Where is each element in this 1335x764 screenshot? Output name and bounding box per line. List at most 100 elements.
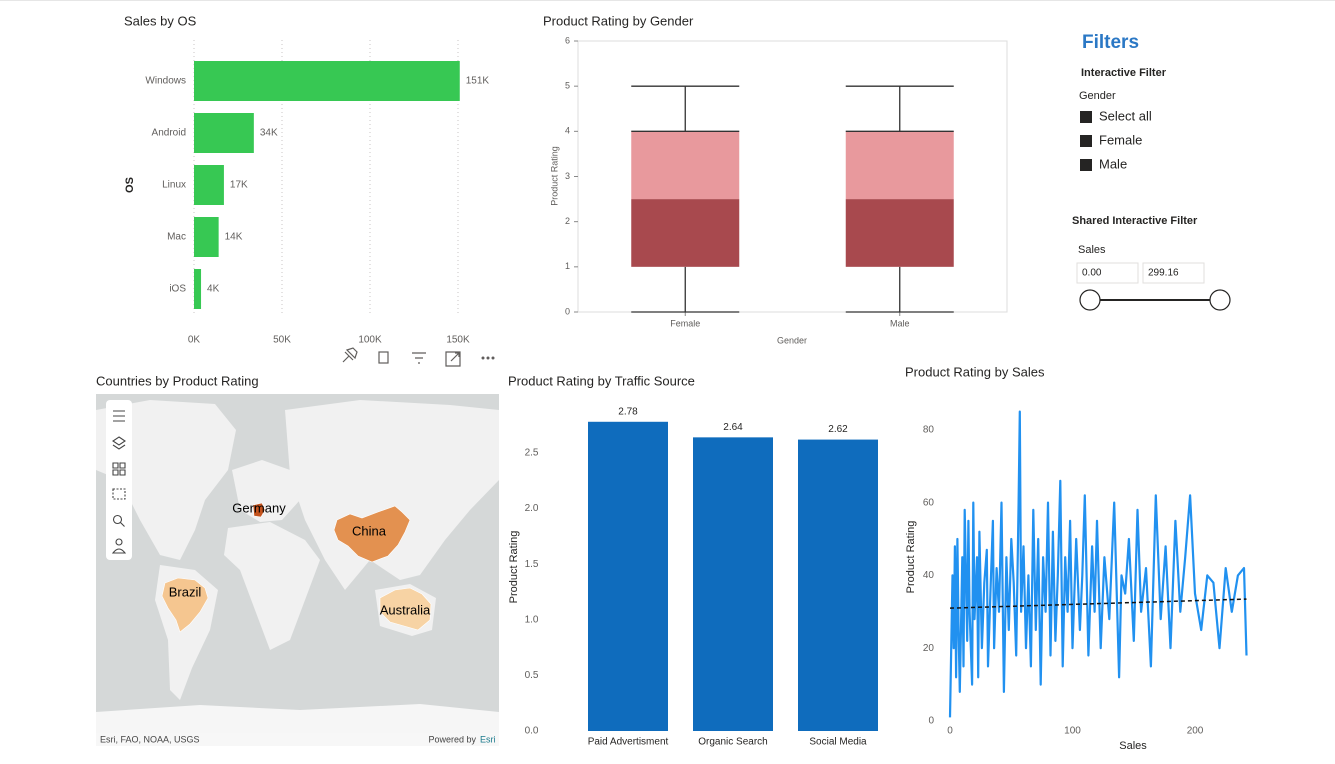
more-icon[interactable] [481,356,495,360]
asia [285,400,499,590]
x-tick-label: Male [890,318,910,328]
bar [194,269,202,309]
search-icon[interactable] [112,514,125,527]
data-label: 2.64 [723,422,743,433]
bar [194,113,254,153]
y-tick-label: 6 [565,35,570,45]
y-tick-label: 0.0 [525,726,539,737]
checkbox[interactable] [1080,159,1092,171]
menu-icon[interactable] [113,410,125,422]
data-label: 4K [207,284,220,295]
x-tick-label: 200 [1187,726,1204,737]
y-tick-label: 4 [565,126,570,136]
bar [194,61,460,101]
filter-title: Shared Interactive Filter [1072,215,1198,227]
box-upper [845,131,954,200]
x-tick-label: 50K [273,335,291,346]
y-axis-title: Product Rating [508,531,520,604]
filter-field: Sales [1078,244,1106,256]
country-label: Australia [380,602,431,617]
data-label: 17K [230,180,248,191]
y-tick-label: 2.0 [525,503,539,514]
map-tools [111,410,127,554]
checkbox-label: Select all [1099,108,1152,123]
chart-title: Sales by OS [124,13,197,28]
min-value: 0.00 [1082,268,1102,279]
europe [232,460,300,522]
chart-title: Product Rating by Traffic Source [508,373,695,388]
map-link[interactable]: Esri [480,734,496,744]
x-tick-label: Organic Search [698,737,767,748]
map [96,394,499,746]
max-value: 299.16 [1148,268,1179,279]
country-label: China [352,523,387,538]
chart-title: Product Rating by Sales [905,364,1045,379]
bar [693,437,773,731]
select-icon[interactable] [112,488,126,500]
pin-icon[interactable] [342,347,358,363]
y-tick-label: Linux [162,180,186,191]
y-tick-label: 0.5 [525,670,539,681]
map-powered: Powered by [428,734,476,744]
y-tick-label: 60 [923,497,935,508]
bar [588,421,668,731]
y-tick-label: Windows [145,76,186,87]
country-label: Brazil [169,584,202,599]
country [252,502,266,518]
x-tick-label: Female [670,318,700,328]
y-axis-title: Product Rating [905,521,917,594]
y-tick-label: 1.0 [525,614,539,625]
filters-panel: Filters Interactive Filter Gender Shared… [1072,32,1231,311]
checkbox[interactable] [1080,135,1092,147]
y-tick-label: 0 [928,716,934,727]
checkbox-label: Male [1099,156,1127,171]
filter-field: Gender [1079,90,1116,102]
slider-handle[interactable] [1209,289,1231,311]
country [379,587,432,631]
x-tick-label: 100 [1064,726,1081,737]
country-label: Germany [232,500,286,515]
data-label: 34K [260,128,278,139]
slider-handle[interactable] [1079,289,1101,311]
y-tick-label: 1.5 [525,559,539,570]
y-tick-label: 0 [565,306,570,316]
y-axis-title: OS [124,177,136,193]
map-attribution: Esri, FAO, NOAA, USGS [100,734,200,744]
filter-title: Interactive Filter [1081,67,1167,79]
x-tick-label: Paid Advertisment [588,737,669,748]
data-label: 14K [225,232,243,243]
x-tick-label: 0K [188,335,201,346]
user-icon[interactable] [111,538,127,554]
y-tick-label: 2.5 [525,448,539,459]
y-tick-label: Android [152,128,186,139]
checkbox-label: Female [1099,132,1142,147]
focus-icon[interactable] [445,351,461,367]
x-tick-label: Social Media [809,737,867,748]
data-label: 2.78 [618,406,638,417]
bar [194,217,219,257]
y-tick-label: iOS [169,284,186,295]
x-axis-title: Sales [1119,740,1147,752]
checkbox[interactable] [1080,111,1092,123]
y-tick-label: 5 [565,81,570,91]
africa [224,522,320,650]
bar [798,439,878,731]
country [333,505,411,563]
y-axis-title: Product Rating [549,146,559,206]
x-tick-label: 0 [947,726,953,737]
x-axis-title: Gender [777,335,807,345]
x-tick-label: 100K [358,335,382,346]
y-tick-label: Mac [167,232,186,243]
country [161,577,209,633]
box-lower [631,199,740,267]
chart-title: Product Rating by Gender [543,13,694,28]
max-input[interactable] [1142,262,1205,284]
filter-icon[interactable] [412,352,426,364]
copy-icon[interactable] [378,351,389,364]
min-input[interactable] [1076,262,1139,284]
filters-title: Filters [1082,32,1139,53]
layers-icon[interactable] [112,436,126,450]
grid-icon[interactable] [112,462,126,476]
